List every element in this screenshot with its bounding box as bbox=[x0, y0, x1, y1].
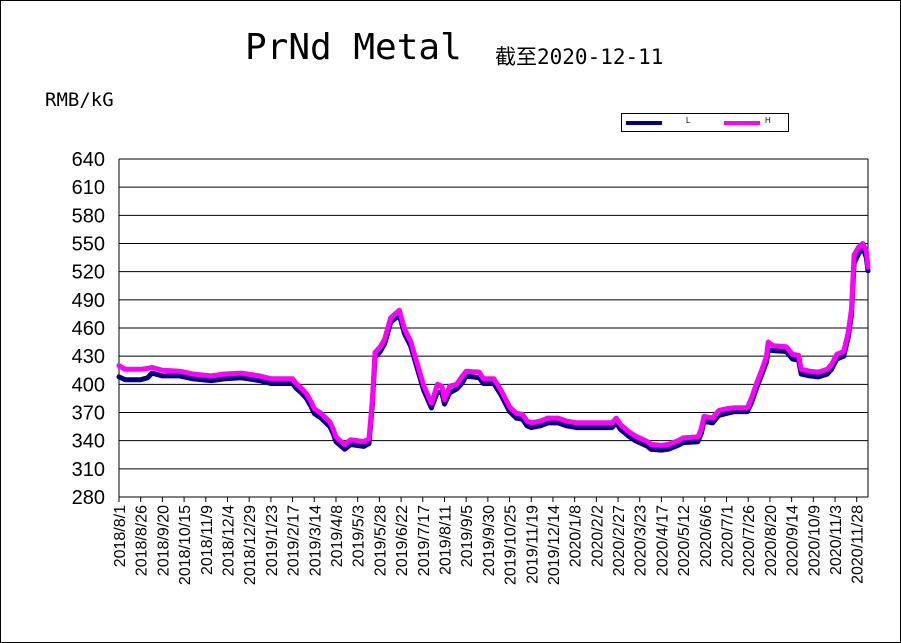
legend-line-L bbox=[626, 121, 662, 125]
x-tick-label: 2019/3/14 bbox=[307, 505, 324, 576]
legend-line-H bbox=[724, 121, 760, 125]
x-tick-label: 2020/7/1 bbox=[720, 505, 737, 567]
series-line-L bbox=[116, 244, 871, 453]
x-tick-label: 2019/1/23 bbox=[264, 505, 281, 576]
x-tick-label: 2018/12/29 bbox=[242, 505, 259, 585]
x-tick-label: 2019/9/5 bbox=[459, 505, 476, 567]
legend: L H bbox=[621, 113, 789, 132]
y-tick-label: 610 bbox=[72, 177, 105, 199]
x-tick-label: 2019/7/17 bbox=[416, 505, 433, 576]
y-tick-label: 490 bbox=[72, 290, 105, 312]
y-tick-label: 580 bbox=[72, 205, 105, 227]
x-tick-label: 2018/8/26 bbox=[134, 505, 151, 576]
x-tick-label: 2020/4/17 bbox=[654, 505, 671, 576]
x-tick-label: 2019/5/3 bbox=[351, 505, 368, 567]
x-tick-label: 2020/7/26 bbox=[741, 505, 758, 576]
x-tick-label: 2019/2/17 bbox=[286, 505, 303, 576]
y-tick-label: 280 bbox=[72, 487, 105, 509]
x-tick-label: 2019/6/22 bbox=[394, 505, 411, 576]
chart-subtitle: 截至2020-12-11 bbox=[495, 45, 664, 69]
legend-label-H: H bbox=[765, 116, 771, 125]
x-tick-label: 2019/12/14 bbox=[546, 505, 563, 585]
x-tick-label: 2020/2/2 bbox=[589, 505, 606, 567]
x-tick-label: 2020/3/23 bbox=[633, 505, 650, 576]
x-tick-label: 2019/9/30 bbox=[481, 505, 498, 576]
x-tick-label: 2019/10/25 bbox=[503, 505, 520, 585]
y-tick-label: 640 bbox=[72, 149, 105, 171]
y-tick-label: 340 bbox=[72, 431, 105, 453]
y-axis-unit-label: RMB/kG bbox=[45, 89, 114, 111]
x-tick-label: 2019/11/19 bbox=[524, 505, 541, 584]
x-tick-label: 2019/5/28 bbox=[372, 505, 389, 576]
x-tick-label: 2019/8/11 bbox=[437, 505, 454, 575]
chart-title: PrNd Metal bbox=[245, 27, 462, 68]
x-tick-label: 2020/9/14 bbox=[785, 505, 802, 576]
x-tick-label: 2018/10/15 bbox=[177, 505, 194, 585]
x-tick-label: 2020/6/6 bbox=[698, 505, 715, 567]
x-tick-label: 2018/11/9 bbox=[199, 505, 216, 575]
x-tick-label: 2020/1/8 bbox=[568, 505, 585, 567]
series-line-H bbox=[116, 241, 871, 448]
x-tick-label: 2018/8/1 bbox=[112, 505, 129, 567]
y-tick-label: 400 bbox=[72, 374, 105, 396]
x-tick-label: 2020/10/9 bbox=[806, 505, 823, 576]
y-tick-label: 520 bbox=[72, 262, 105, 284]
x-tick-label: 2019/4/8 bbox=[329, 505, 346, 567]
y-tick-label: 310 bbox=[72, 459, 105, 481]
x-tick-label: 2020/11/3 bbox=[828, 505, 845, 575]
x-tick-label: 2020/11/28 bbox=[850, 505, 867, 584]
legend-label-L: L bbox=[686, 116, 691, 125]
y-tick-label: 370 bbox=[72, 403, 105, 425]
x-tick-label: 2018/9/20 bbox=[155, 505, 172, 576]
x-tick-label: 2020/2/27 bbox=[611, 505, 628, 576]
x-tick-label: 2018/12/4 bbox=[220, 505, 237, 576]
y-tick-label: 550 bbox=[72, 234, 105, 256]
y-tick-label: 430 bbox=[72, 346, 105, 368]
x-tick-label: 2020/5/12 bbox=[676, 505, 693, 576]
x-tick-label: 2020/8/20 bbox=[763, 505, 780, 576]
y-tick-label: 460 bbox=[72, 318, 105, 340]
